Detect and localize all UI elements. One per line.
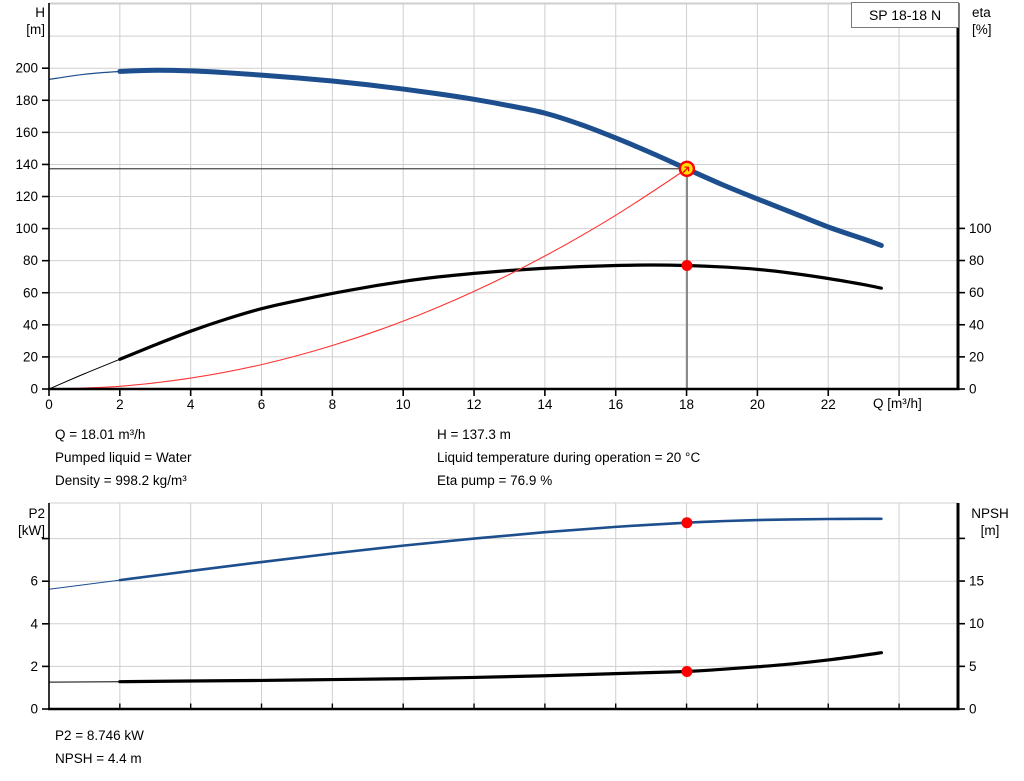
operating-data-left: Q = 18.01 m³/h Pumped liquid = Water Den… — [55, 423, 191, 492]
tick-label: 4 — [187, 397, 195, 412]
operating-data-bottom: P2 = 8.746 kW NPSH = 4.4 m — [55, 724, 144, 770]
tick-label: 0 — [30, 382, 38, 397]
tick-label: 100 — [969, 221, 992, 236]
tick-label: 20 — [969, 349, 984, 364]
system-curve — [48, 168, 688, 390]
head-axis-label: H [m] — [26, 5, 45, 37]
tick-label: 80 — [969, 253, 984, 268]
operating-data-right: H = 137.3 m Liquid temperature during op… — [437, 423, 700, 492]
tick-label: 2 — [116, 397, 124, 412]
tick-label: 0 — [30, 702, 38, 717]
power-axis-label: P2 [kW] — [18, 506, 45, 538]
density-text: Density = 998.2 kg/m³ — [55, 473, 187, 488]
tick-label: 180 — [15, 93, 38, 108]
tick-label: 10 — [969, 616, 984, 631]
tick-label: 16 — [608, 397, 623, 412]
tick-label: 40 — [969, 317, 984, 332]
npsh-curve — [118, 651, 883, 684]
head-value-text: H = 137.3 m — [437, 427, 511, 442]
flow-axis-label: Q [m³/h] — [873, 396, 922, 411]
tick-label: 20 — [23, 349, 38, 364]
flow-value-text: Q = 18.01 m³/h — [55, 427, 146, 442]
tick-label: 80 — [23, 253, 38, 268]
eta-point — [681, 259, 693, 271]
p2-point — [681, 517, 693, 529]
duty-point-arrow — [682, 166, 690, 174]
npsh-point — [681, 665, 693, 677]
tick-label: 200 — [15, 61, 38, 76]
head-curve — [117, 67, 884, 248]
tick-label: 60 — [969, 285, 984, 300]
tick-label: 18 — [679, 397, 694, 412]
npsh-axis-label: NPSH [m] — [971, 506, 1009, 538]
p2-curve — [118, 517, 883, 582]
tick-label: 22 — [821, 397, 836, 412]
tick-label: 0 — [45, 397, 53, 412]
pump-model-box: SP 18-18 N — [851, 2, 959, 28]
tick-label: 12 — [467, 397, 482, 412]
liquid-temp-text: Liquid temperature during operation = 20… — [437, 450, 701, 465]
eta-pump-text: Eta pump = 76.9 % — [437, 473, 553, 488]
npsh-value-text: NPSH = 4.4 m — [55, 751, 142, 766]
tick-label: 100 — [15, 221, 38, 236]
tick-label: 140 — [15, 157, 38, 172]
tick-label: 20 — [750, 397, 765, 412]
tick-label: 0 — [969, 382, 977, 397]
tick-label: 40 — [23, 317, 38, 332]
tick-label: 120 — [15, 189, 38, 204]
eta-curve-start — [48, 358, 121, 390]
tick-label: 2 — [30, 659, 38, 674]
tick-label: 160 — [15, 125, 38, 140]
eta-axis-label: eta [%] — [972, 5, 992, 37]
tick-label: 60 — [23, 285, 38, 300]
tick-label: 4 — [30, 616, 38, 631]
pumped-liquid-text: Pumped liquid = Water — [55, 450, 192, 465]
pump-model-label: SP 18-18 N — [868, 7, 942, 23]
tick-label: 5 — [969, 659, 977, 674]
tick-label: 15 — [969, 574, 984, 589]
tick-label: 0 — [969, 702, 977, 717]
tick-label: 6 — [30, 574, 38, 589]
p2-value-text: P2 = 8.746 kW — [55, 728, 144, 743]
tick-label: 14 — [537, 397, 553, 412]
tick-label: 8 — [329, 397, 337, 412]
head-curve-start — [48, 70, 120, 81]
tick-label: 6 — [258, 397, 266, 412]
tick-label: 10 — [396, 397, 411, 412]
eta-curve — [118, 263, 883, 361]
p2-curve-start — [48, 579, 120, 590]
